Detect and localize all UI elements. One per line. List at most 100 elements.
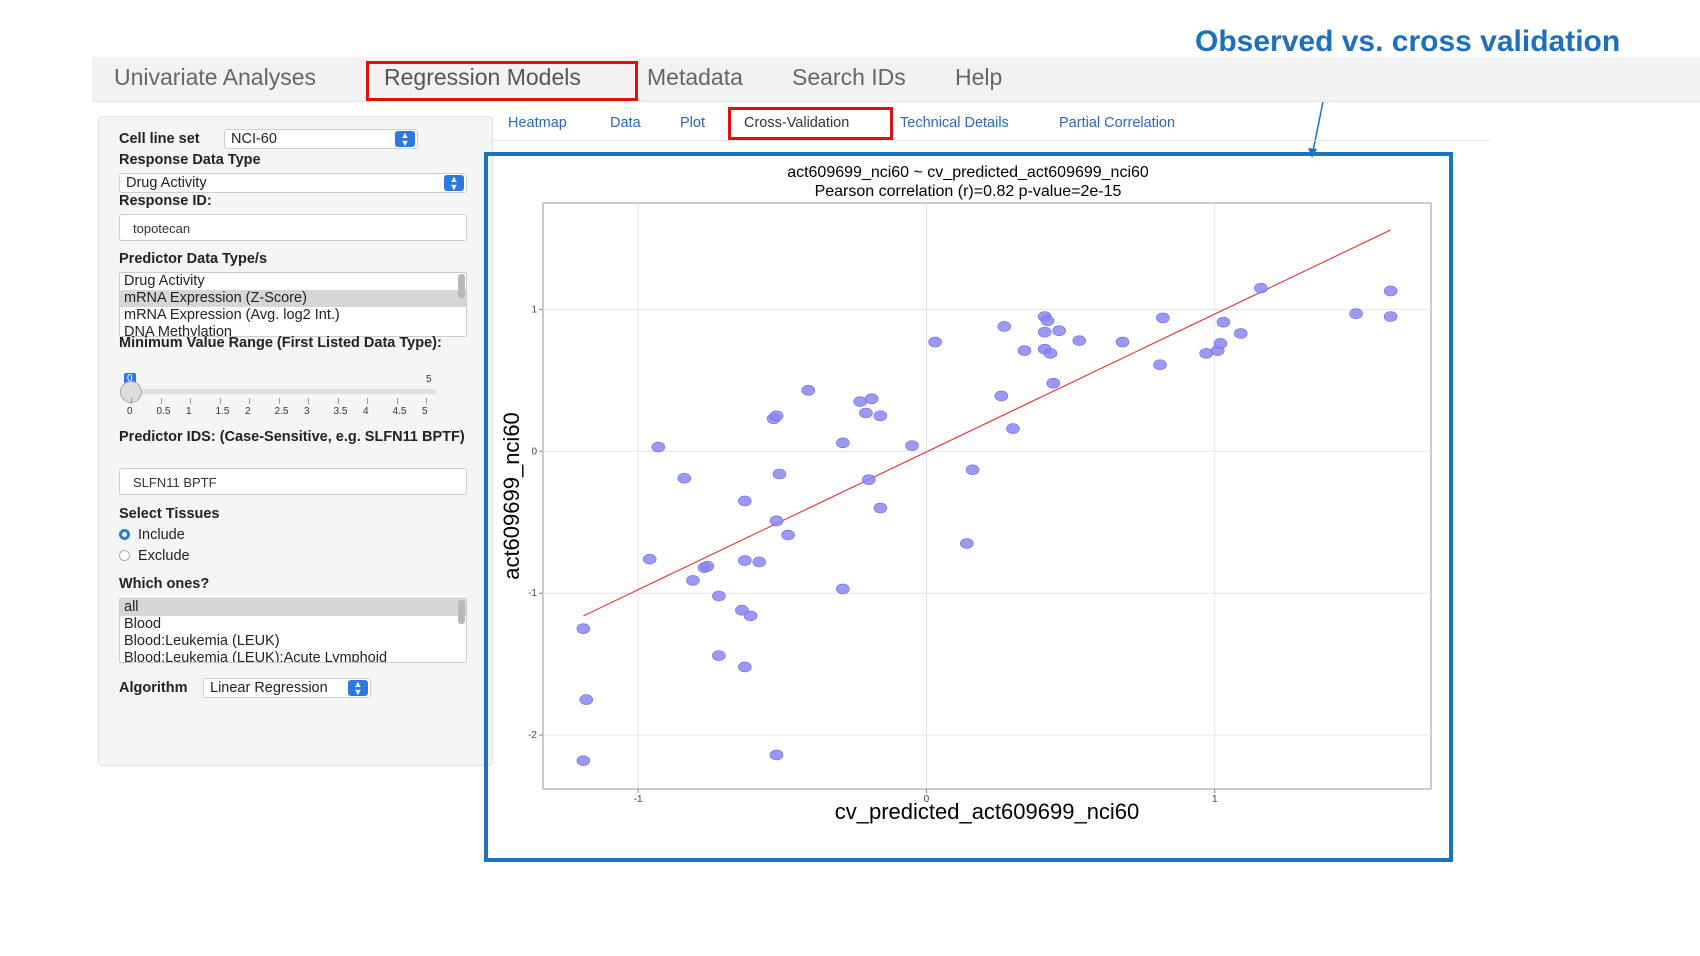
data-point (579, 694, 594, 705)
predictor-type-option[interactable]: DNA Methylation (124, 324, 232, 337)
data-point (853, 396, 867, 407)
data-point (769, 515, 784, 527)
min-range-label: Minimum Value Range (First Listed Data T… (119, 335, 442, 351)
data-point (965, 464, 980, 476)
which-option[interactable]: Blood (124, 616, 162, 632)
which-ones-scrollbar[interactable] (458, 600, 465, 624)
response-type-arrow-icon: ▲ ▼ (444, 175, 464, 192)
data-point (743, 610, 758, 622)
results-tabs: Heatmap Data Plot Cross-Validation Techn… (490, 107, 1490, 141)
data-point (781, 529, 795, 541)
y-axis-label: act609699_nci60 (499, 412, 524, 580)
data-point (1156, 312, 1170, 324)
data-point (836, 583, 850, 595)
nav-search-ids[interactable]: Search IDs (792, 64, 906, 90)
response-type-value: Drug Activity (126, 175, 207, 191)
data-point (997, 321, 1012, 332)
data-point (801, 384, 816, 396)
slider-tick-label: 4 (363, 406, 369, 417)
include-radio[interactable]: Include (119, 527, 185, 543)
algorithm-label: Algorithm (119, 680, 188, 696)
nav-univariate-analyses[interactable]: Univariate Analyses (114, 64, 316, 90)
x-tick-label: -1 (634, 794, 643, 805)
data-point (1254, 282, 1268, 294)
predictor-ids-input[interactable]: SLFN11 BPTF (119, 468, 467, 495)
data-point (772, 468, 787, 480)
nav-metadata[interactable]: Metadata (647, 64, 743, 90)
tab-cross-validation[interactable]: Cross-Validation (744, 115, 850, 131)
data-point (651, 441, 666, 453)
grid-lines (543, 203, 1431, 789)
nav-regression-models-highlight (366, 61, 638, 101)
predictor-type-option[interactable]: mRNA Expression (Avg. log2 Int.) (124, 307, 340, 323)
which-option[interactable]: Blood:Leukemia (LEUK):Acute Lymphoid (124, 650, 388, 663)
slider-tick-mark (219, 398, 221, 404)
data-point (1072, 335, 1087, 346)
predictor-type-option-selected[interactable]: mRNA Expression (Z-Score) (120, 290, 466, 307)
x-tick-label: 1 (1212, 794, 1218, 805)
tab-technical-details[interactable]: Technical Details (900, 115, 1009, 131)
tab-plot[interactable]: Plot (680, 115, 705, 131)
slider-tick-label: 2.5 (274, 406, 289, 417)
cell-line-select[interactable]: NCI-60 ▲ ▼ (224, 129, 418, 149)
algorithm-value: Linear Regression (210, 680, 328, 696)
data-point (1037, 326, 1052, 338)
cell-line-label: Cell line set (119, 131, 200, 147)
nav-help[interactable]: Help (955, 64, 1003, 90)
slider-min-bubble: 0 (124, 373, 136, 384)
data-point (1040, 315, 1055, 327)
response-type-label: Response Data Type (119, 152, 261, 168)
tab-data[interactable]: Data (610, 115, 641, 131)
data-point (1017, 345, 1032, 356)
algorithm-arrow-icon: ▲ ▼ (348, 680, 368, 697)
which-ones-label: Which ones? (119, 576, 210, 592)
slider-tick-mark (190, 398, 191, 404)
slider-tick-label: 4.5 (392, 406, 407, 417)
data-point (1199, 348, 1213, 359)
data-point (700, 560, 715, 572)
which-option-selected[interactable]: all (120, 599, 466, 616)
predictor-types-listbox[interactable]: Drug Activity mRNA Expression (Z-Score) … (119, 272, 467, 337)
data-point (738, 555, 752, 566)
predictor-type-option[interactable]: Drug Activity (124, 273, 205, 289)
response-id-label: Response ID: (119, 193, 212, 209)
chart-subtitle: Pearson correlation (r)=0.82 p-value=2e-… (815, 183, 1122, 200)
data-point (864, 393, 879, 405)
nav-regression-models[interactable]: Regression Models (384, 64, 581, 90)
chart-title: act609699_nci60 ~ cv_predicted_act609699… (787, 164, 1149, 181)
slider-track[interactable] (131, 389, 436, 394)
slider-tick-label: 2 (245, 406, 251, 417)
response-type-select[interactable]: Drug Activity ▲ ▼ (119, 173, 467, 193)
regression-line (583, 229, 1391, 617)
slider-tick-mark (367, 398, 368, 404)
response-id-input[interactable]: topotecan (119, 214, 467, 241)
cell-line-arrow-icon: ▲ ▼ (395, 131, 415, 148)
tab-heatmap[interactable]: Heatmap (508, 115, 567, 131)
data-point (1383, 311, 1398, 322)
predictor-types-scrollbar[interactable] (458, 274, 465, 298)
include-radio-dot[interactable] (119, 529, 130, 540)
y-tick-label: 1 (531, 304, 537, 315)
which-option[interactable]: Blood:Leukemia (LEUK) (124, 633, 280, 649)
slider-tick-mark (337, 398, 339, 404)
exclude-radio-dot[interactable] (119, 550, 130, 561)
tab-partial-correlation[interactable]: Partial Correlation (1059, 115, 1176, 131)
data-point (712, 590, 726, 602)
data-point (769, 749, 784, 761)
data-point (1233, 328, 1248, 339)
slider-tick-label: 1 (186, 406, 192, 417)
which-ones-listbox[interactable]: all Blood Blood:Leukemia (LEUK) Blood:Le… (119, 598, 467, 663)
data-point (1046, 377, 1061, 389)
top-nav: Univariate Analyses Regression Models Me… (92, 57, 1700, 102)
data-point (738, 495, 752, 507)
slider-tick-mark (160, 398, 162, 404)
data-point (752, 556, 767, 568)
y-tick-label: -2 (528, 730, 537, 741)
data-point (1043, 348, 1058, 359)
algorithm-select[interactable]: Linear Regression ▲ ▼ (203, 678, 371, 698)
exclude-radio[interactable]: Exclude (119, 548, 190, 564)
slider-tick-mark (426, 398, 427, 404)
data-point (1006, 423, 1020, 434)
slider-tick-label: 0 (127, 406, 133, 417)
slider-tick-label: 1.5 (215, 406, 230, 417)
